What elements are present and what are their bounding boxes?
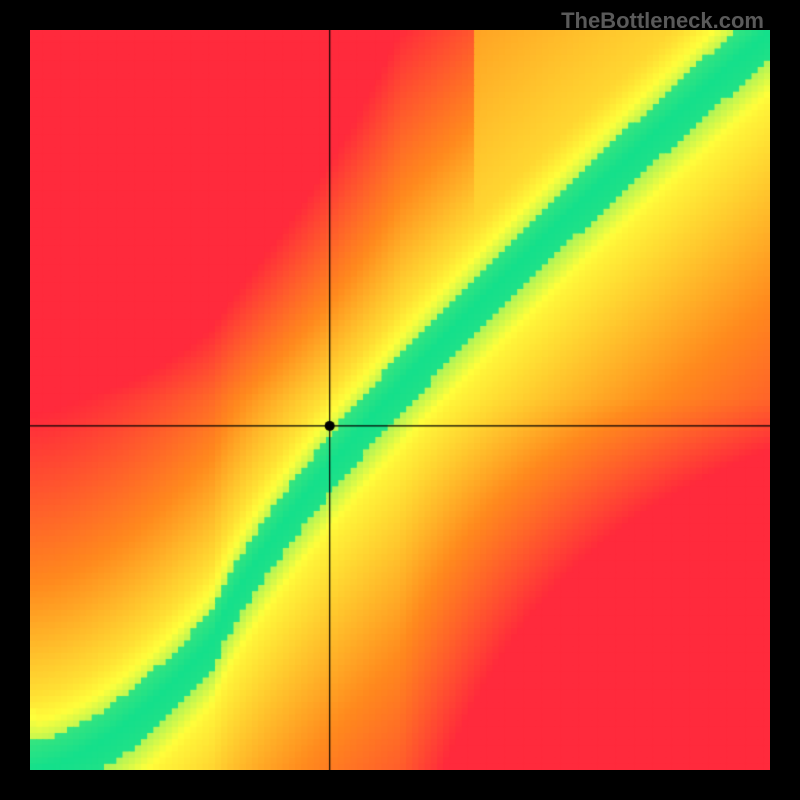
heatmap-plot [30, 30, 770, 770]
watermark-text: TheBottleneck.com [561, 8, 764, 34]
